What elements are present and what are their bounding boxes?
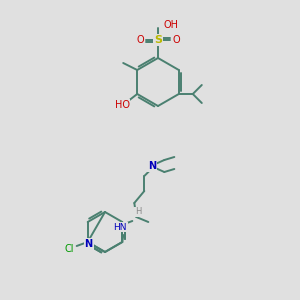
Text: Cl: Cl xyxy=(65,244,74,254)
Text: O: O xyxy=(136,35,144,45)
Text: HN: HN xyxy=(114,223,127,232)
Text: OH: OH xyxy=(163,20,178,30)
Text: N: N xyxy=(148,161,156,171)
Text: HO: HO xyxy=(115,100,130,110)
Text: H: H xyxy=(135,208,142,217)
Text: O: O xyxy=(172,35,180,45)
Text: S: S xyxy=(154,35,162,45)
Text: N: N xyxy=(85,239,93,249)
